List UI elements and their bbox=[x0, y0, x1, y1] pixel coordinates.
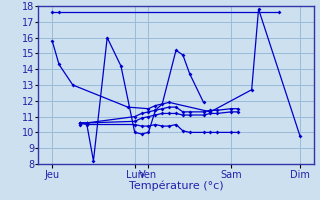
X-axis label: Température (°c): Température (°c) bbox=[129, 181, 223, 191]
